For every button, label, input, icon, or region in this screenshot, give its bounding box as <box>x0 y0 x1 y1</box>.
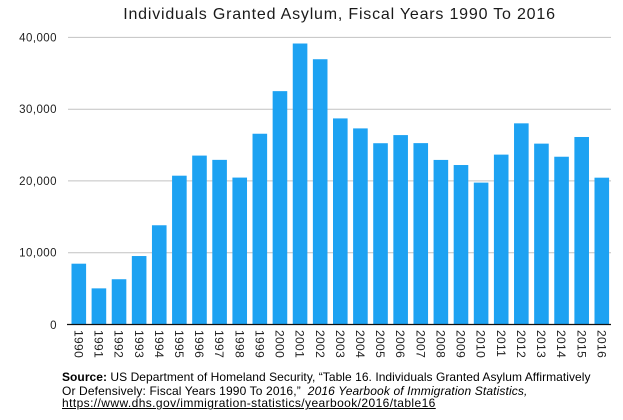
svg-text:2002: 2002 <box>313 330 327 358</box>
svg-text:40,000: 40,000 <box>19 32 57 44</box>
svg-text:0: 0 <box>50 320 57 332</box>
svg-text:2016: 2016 <box>594 330 608 358</box>
svg-text:1997: 1997 <box>212 330 226 358</box>
svg-text:2003: 2003 <box>333 330 347 358</box>
svg-text:1992: 1992 <box>112 330 126 358</box>
svg-text:30,000: 30,000 <box>19 104 57 116</box>
svg-text:2010: 2010 <box>474 330 488 358</box>
svg-text:2005: 2005 <box>373 330 387 358</box>
svg-text:1996: 1996 <box>192 330 206 358</box>
svg-text:1995: 1995 <box>172 330 186 358</box>
svg-text:2008: 2008 <box>433 330 447 358</box>
svg-text:2011: 2011 <box>494 330 508 357</box>
svg-text:2012: 2012 <box>514 330 528 358</box>
svg-text:20,000: 20,000 <box>19 176 57 188</box>
svg-text:2006: 2006 <box>393 330 407 358</box>
svg-text:2004: 2004 <box>353 330 367 358</box>
svg-text:1993: 1993 <box>132 330 146 358</box>
svg-text:1999: 1999 <box>252 330 266 358</box>
svg-text:1994: 1994 <box>152 330 166 358</box>
svg-text:2009: 2009 <box>454 330 468 358</box>
svg-text:2007: 2007 <box>413 330 427 358</box>
svg-text:1998: 1998 <box>232 330 246 358</box>
svg-text:2013: 2013 <box>534 330 548 358</box>
svg-text:1991: 1991 <box>92 330 106 358</box>
svg-text:2001: 2001 <box>293 330 307 358</box>
svg-text:10,000: 10,000 <box>19 248 57 260</box>
svg-text:2014: 2014 <box>554 330 568 358</box>
svg-text:1990: 1990 <box>71 330 85 358</box>
svg-text:2000: 2000 <box>273 330 287 358</box>
svg-text:2015: 2015 <box>574 330 588 358</box>
